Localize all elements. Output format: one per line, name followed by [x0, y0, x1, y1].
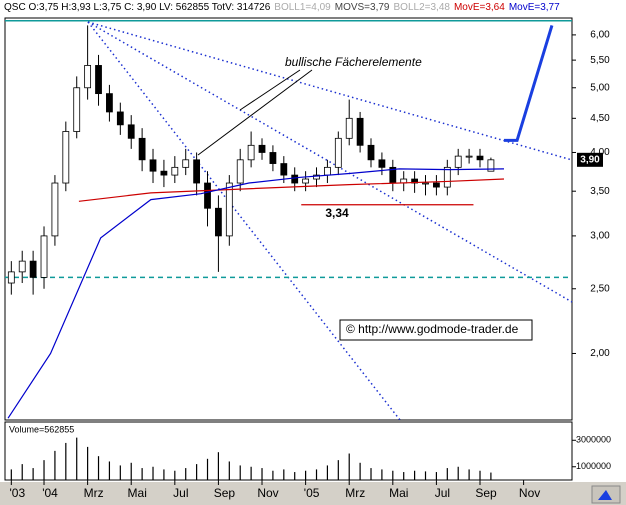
y-tick-label: 2,50	[590, 283, 610, 294]
volume-tick-label: 1000000	[576, 461, 611, 471]
candle-body	[356, 117, 364, 146]
indicator: MOVS=3,79	[334, 2, 390, 13]
candle-body	[269, 152, 277, 164]
candle-body	[18, 260, 26, 273]
indicator-line	[503, 24, 554, 142]
candle-body	[40, 235, 48, 278]
candle-body	[476, 155, 484, 161]
fan-line	[87, 21, 573, 303]
support-label: 3,34	[325, 206, 349, 220]
indicator: BOLL1=4,09	[274, 2, 331, 13]
candle-body	[138, 137, 146, 161]
x-tick-label: Mrz	[84, 486, 104, 500]
candle-body	[465, 155, 473, 158]
indicator-line	[7, 168, 504, 419]
x-tick-label: '04	[42, 486, 58, 500]
x-axis-bar	[0, 482, 626, 505]
candle-body	[51, 182, 59, 237]
volume-tick-label: 3000000	[576, 435, 611, 445]
indicator-line	[78, 178, 505, 202]
candle-body	[193, 159, 201, 184]
candle-body	[487, 159, 495, 172]
x-tick-label: Mrz	[345, 486, 365, 500]
y-tick-label: 5,00	[590, 82, 610, 93]
candle-body	[324, 166, 331, 176]
indicator: BOLL2=3,48	[393, 2, 450, 13]
volume-frame	[4, 421, 573, 481]
candle-body	[334, 137, 342, 168]
candle-body	[149, 159, 157, 172]
candle-body	[313, 174, 320, 180]
candle-body	[116, 111, 124, 126]
candle-body	[204, 182, 211, 209]
annotation: bullische Fächerelemente	[285, 55, 422, 69]
x-tick-label: Nov	[257, 486, 278, 500]
volume-title: Volume=562855	[9, 424, 74, 434]
x-tick-label: Mai	[128, 486, 147, 500]
candle-body	[84, 65, 92, 89]
candle-body	[291, 174, 299, 184]
last-price-label: 3,90	[580, 154, 600, 165]
candle-body	[345, 117, 353, 139]
y-tick-label: 4,00	[590, 147, 610, 158]
x-tick-label: '05	[304, 486, 320, 500]
candle-body	[106, 93, 113, 113]
candle-body	[29, 260, 37, 278]
x-tick-label: Nov	[519, 486, 540, 500]
candle-body	[280, 163, 288, 176]
y-tick-label: 5,50	[590, 55, 610, 66]
x-tick-label: Sep	[475, 486, 497, 500]
candle-body	[247, 144, 255, 161]
x-tick-label: Jul	[435, 486, 450, 500]
candle-body	[127, 124, 135, 139]
watermark: © http://www.godmode-trader.de	[346, 322, 519, 336]
plot-frame	[4, 17, 573, 421]
candle-body	[171, 166, 179, 176]
y-tick-label: 4,50	[590, 113, 610, 124]
leader-line	[239, 69, 301, 111]
candle-body	[258, 144, 266, 153]
y-tick-label: 6,00	[590, 30, 610, 41]
x-tick-label: Sep	[214, 486, 236, 500]
watermark-box	[339, 319, 533, 341]
candle-body	[215, 207, 222, 237]
fan-line	[87, 21, 401, 421]
candle-body	[62, 131, 70, 184]
candle-body	[236, 159, 244, 184]
x-tick-label: Jul	[173, 486, 188, 500]
candle-body	[454, 155, 462, 168]
candle-body	[182, 159, 190, 168]
indicator: MovE=3,77	[508, 2, 560, 13]
x-tick-label: Mai	[389, 486, 408, 500]
quote: QSC O:3,75 H:3,93 L:3,75 C: 3,90 LV: 562…	[4, 2, 271, 13]
candle-body	[95, 65, 102, 95]
fan-line	[87, 21, 573, 161]
candle-body	[160, 170, 168, 176]
last-price-box	[577, 152, 603, 167]
candle-body	[378, 159, 386, 168]
fan-lines	[87, 21, 573, 421]
tool-icon	[598, 490, 612, 500]
x-tick-label: '03	[10, 486, 26, 500]
y-tick-label: 2,00	[590, 348, 610, 359]
candle-body	[225, 182, 233, 237]
header: QSC O:3,75 H:3,93 L:3,75 C: 3,90 LV: 562…	[4, 2, 560, 13]
y-tick-label: 3,00	[590, 231, 610, 242]
leader-line	[197, 69, 313, 156]
candle-body	[302, 178, 310, 184]
candle-body	[367, 144, 375, 161]
y-tick-label: 3,50	[590, 186, 610, 197]
candle-body	[433, 182, 440, 188]
candle-body	[73, 87, 81, 132]
candle-body	[443, 166, 451, 188]
indicator: MovE=3,64	[453, 2, 505, 13]
candle-body	[422, 182, 429, 185]
candle-body	[7, 271, 15, 284]
